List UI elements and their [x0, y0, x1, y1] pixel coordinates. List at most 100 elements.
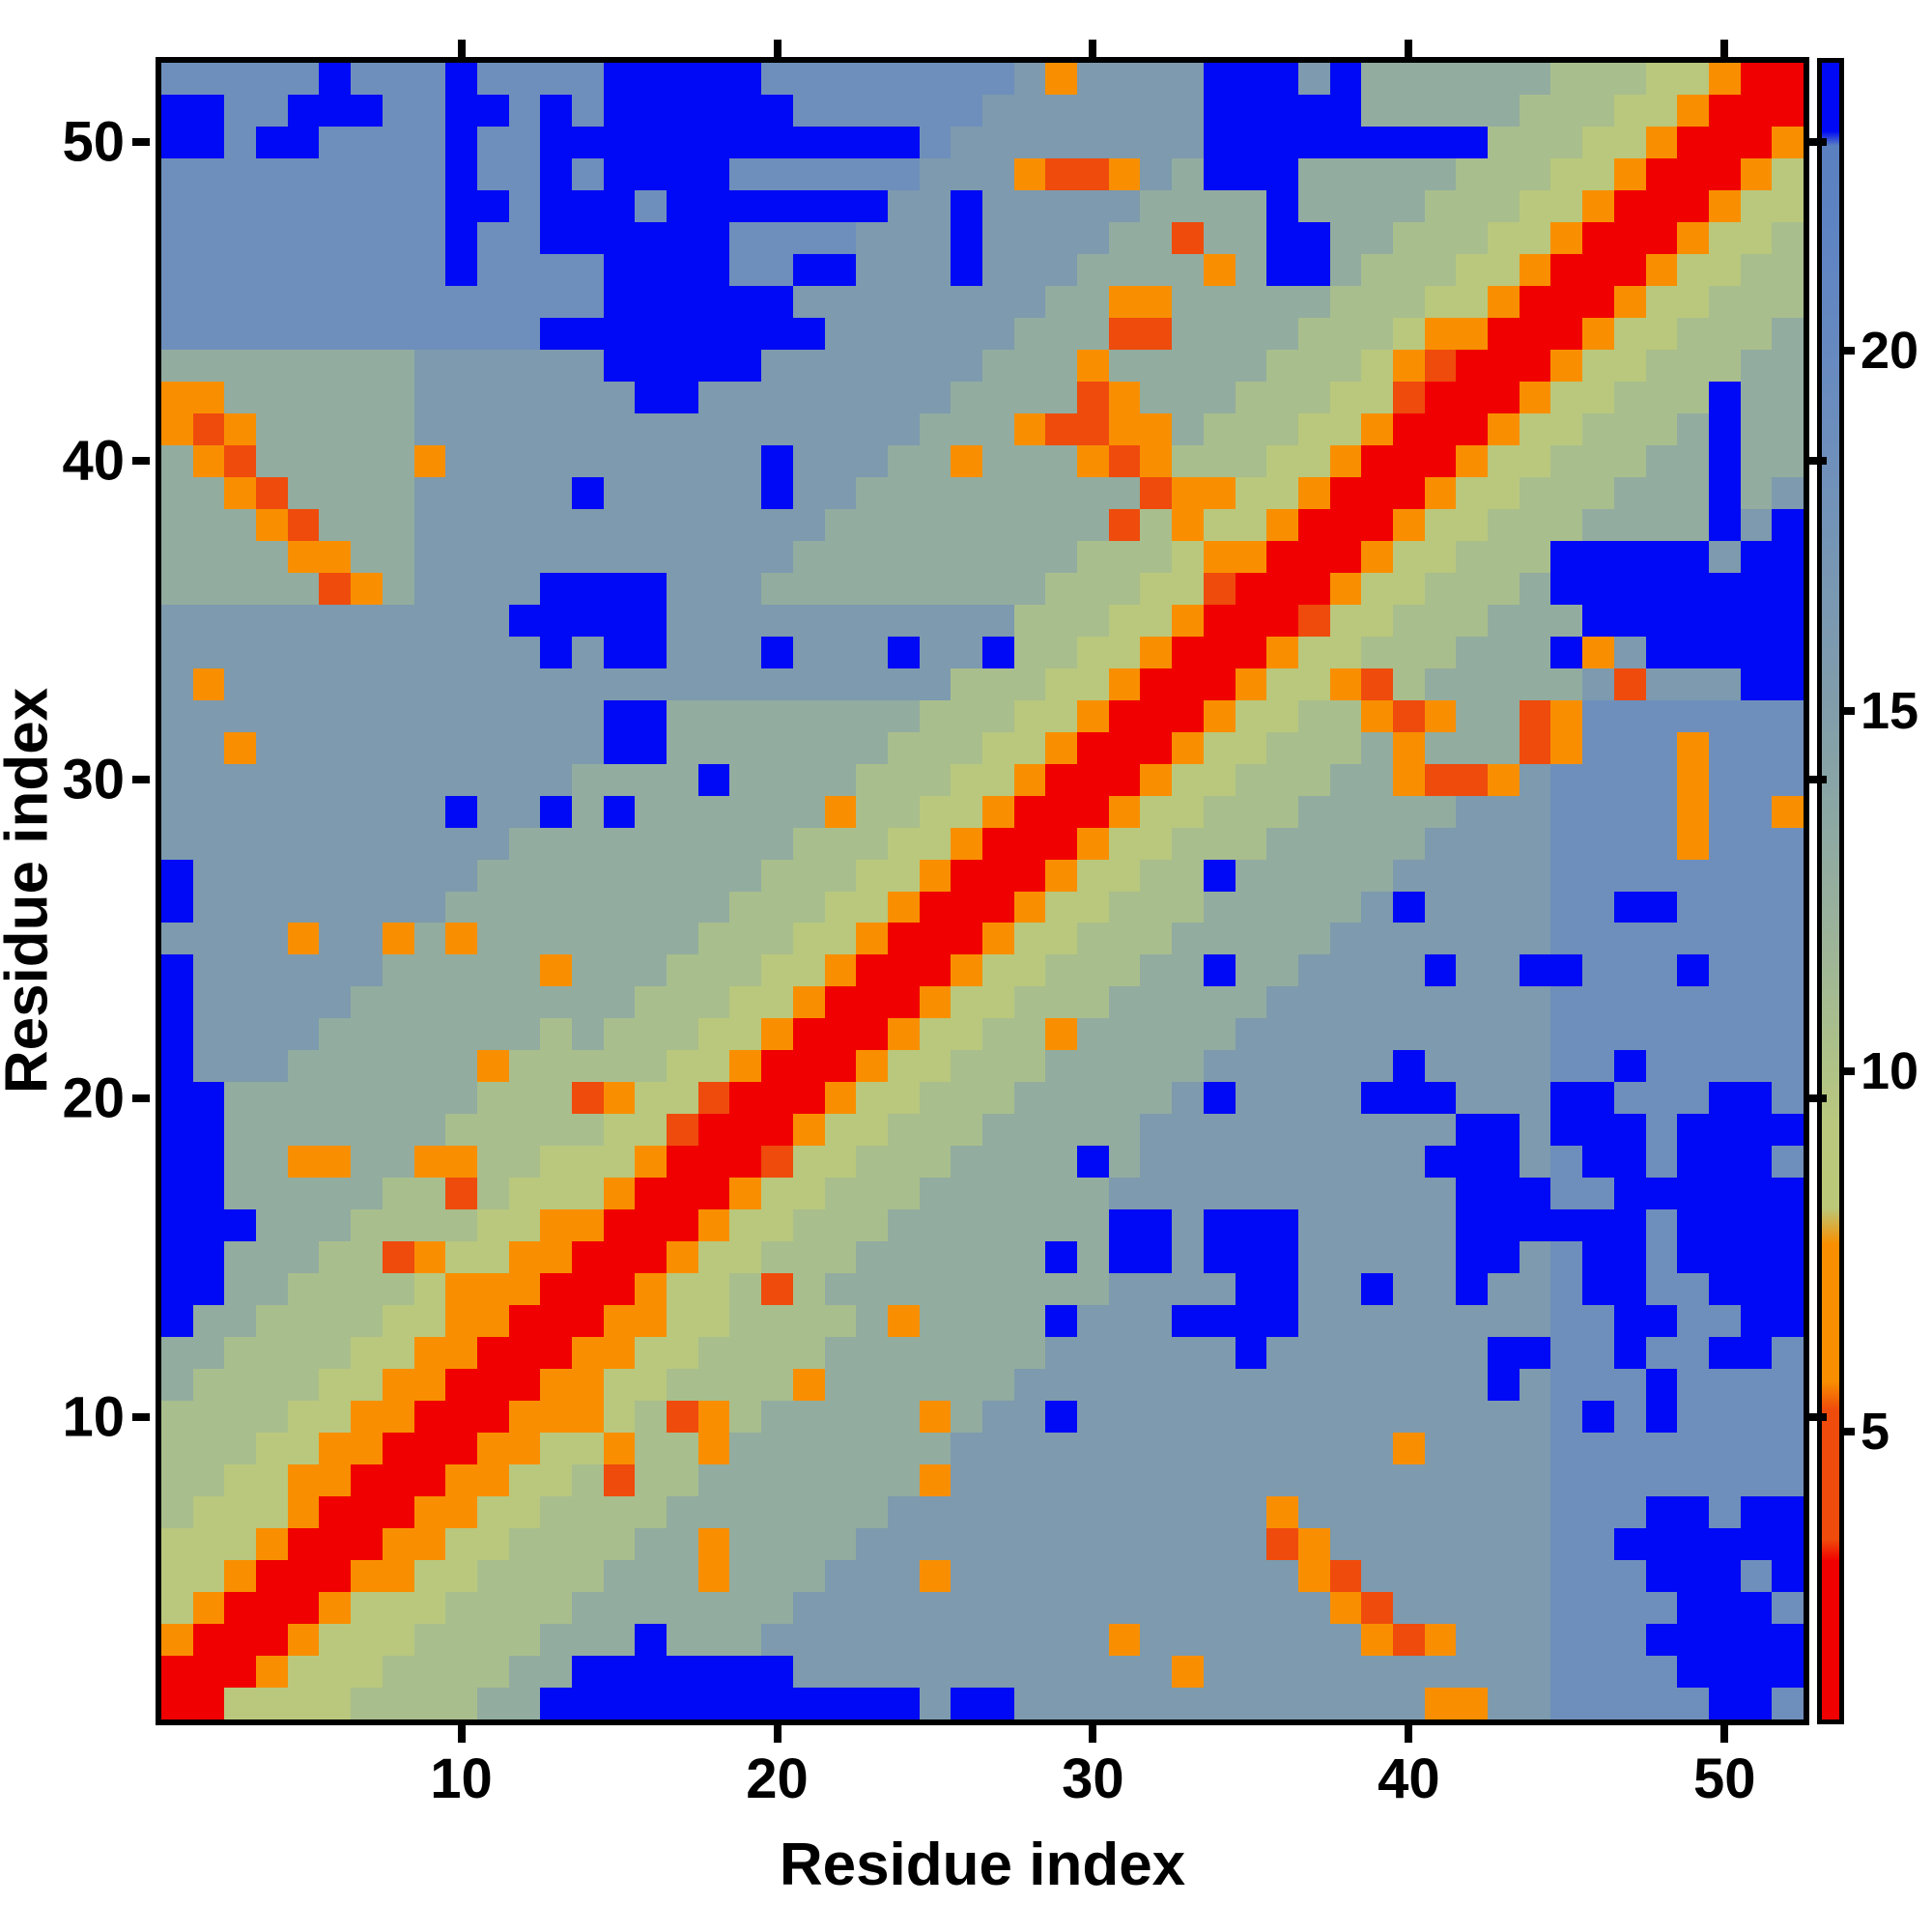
heatmap-cell: [761, 349, 793, 382]
heatmap-cell: [729, 1050, 762, 1083]
heatmap-cell: [1582, 1337, 1614, 1370]
heatmap-cell: [603, 1464, 636, 1497]
heatmap-cell: [1613, 763, 1646, 796]
heatmap-cell: [287, 1624, 320, 1657]
heatmap-cell: [508, 986, 541, 1019]
heatmap-cell: [1077, 604, 1109, 637]
heatmap-cell: [824, 508, 857, 541]
heatmap-cell: [919, 795, 952, 828]
heatmap-cell: [1108, 1496, 1141, 1529]
heatmap-cell: [1550, 253, 1583, 286]
heatmap-cell: [540, 795, 572, 828]
heatmap-cell: [919, 1241, 952, 1274]
heatmap-cell: [1329, 1273, 1362, 1306]
heatmap-cell: [635, 699, 668, 732]
heatmap-cell: [319, 827, 352, 860]
heatmap-cell: [161, 1560, 193, 1593]
heatmap-cell: [1108, 668, 1141, 700]
heatmap-cell: [224, 763, 257, 796]
heatmap-cell: [1077, 285, 1109, 318]
heatmap-cell: [792, 1369, 825, 1402]
heatmap-cell: [1740, 1241, 1773, 1274]
heatmap-cell: [1140, 508, 1173, 541]
heatmap-cell: [319, 795, 352, 828]
heatmap-cell: [603, 1656, 636, 1689]
heatmap-cell: [792, 444, 825, 477]
heatmap-cell: [667, 1624, 698, 1657]
heatmap-cell: [1772, 1018, 1804, 1051]
heatmap-cell: [1645, 795, 1678, 828]
heatmap-cell: [824, 636, 857, 668]
heatmap-cell: [540, 1273, 572, 1306]
heatmap-cell: [1456, 1560, 1489, 1593]
heatmap-cell: [224, 94, 257, 127]
heatmap-cell: [1613, 317, 1646, 350]
heatmap-cell: [1392, 1050, 1425, 1083]
heatmap-cell: [1266, 317, 1298, 350]
heatmap-cell: [981, 1209, 1014, 1242]
heatmap-cell: [256, 1305, 288, 1338]
heatmap-cell: [1424, 1114, 1457, 1147]
heatmap-cell: [824, 795, 857, 828]
heatmap-cell: [287, 827, 320, 860]
heatmap-cell: [224, 1082, 257, 1115]
heatmap-cell: [571, 572, 604, 605]
heatmap-cell: [1266, 1050, 1298, 1083]
heatmap-cell: [1108, 636, 1141, 668]
heatmap-cell: [1203, 604, 1236, 637]
heatmap-cell: [1677, 157, 1709, 190]
heatmap-cell: [1392, 189, 1425, 222]
heatmap-cell: [224, 349, 257, 382]
heatmap-cell: [1740, 1369, 1773, 1402]
heatmap-cell: [1645, 63, 1678, 95]
heatmap-cell: [1677, 1401, 1709, 1434]
heatmap-cell: [1550, 1273, 1583, 1306]
heatmap-cell: [1582, 253, 1614, 286]
heatmap-cell: [1488, 126, 1520, 158]
heatmap-cell: [1108, 1114, 1141, 1147]
heatmap-cell: [1740, 731, 1773, 764]
heatmap-cell: [413, 668, 446, 700]
heatmap-cell: [287, 604, 320, 637]
heatmap-cell: [445, 317, 477, 350]
heatmap-cell: [1013, 1464, 1046, 1497]
heatmap-cell: [856, 1273, 888, 1306]
heatmap-cell: [1424, 1273, 1457, 1306]
heatmap-cell: [476, 731, 509, 764]
heatmap-cell: [1172, 1305, 1204, 1338]
heatmap-cell: [508, 1018, 541, 1051]
heatmap-cell: [1361, 731, 1393, 764]
heatmap-cell: [1677, 1688, 1709, 1719]
heatmap-cell: [951, 1688, 982, 1719]
heatmap-cell: [1235, 317, 1267, 350]
heatmap-cell: [887, 1560, 920, 1593]
heatmap-cell: [351, 412, 383, 445]
heatmap-cell: [1645, 1401, 1678, 1434]
heatmap-cell: [1456, 1433, 1489, 1465]
heatmap-cell: [1235, 508, 1267, 541]
heatmap-cell: [951, 731, 982, 764]
heatmap-cell: [792, 1592, 825, 1625]
heatmap-cell: [1613, 1688, 1646, 1719]
heatmap-cell: [1329, 285, 1362, 318]
heatmap-cell: [981, 1528, 1014, 1561]
heatmap-cell: [571, 1018, 604, 1051]
heatmap-cell: [919, 126, 952, 158]
heatmap-cell: [1488, 668, 1520, 700]
heatmap-cell: [1456, 891, 1489, 923]
heatmap-cell: [697, 699, 730, 732]
heatmap-cell: [413, 1241, 446, 1274]
heatmap-cell: [1677, 827, 1709, 860]
heatmap-cell: [1361, 923, 1393, 955]
heatmap-cell: [856, 731, 888, 764]
heatmap-cell: [1329, 1592, 1362, 1625]
heatmap-cell: [540, 1082, 572, 1115]
heatmap-cell: [571, 731, 604, 764]
heatmap-cell: [287, 1496, 320, 1529]
heatmap-cell: [1740, 1688, 1773, 1719]
heatmap-cell: [382, 1624, 414, 1657]
heatmap-cell: [824, 157, 857, 190]
heatmap-cell: [729, 827, 762, 860]
y-right-tick-mark: [1809, 1412, 1827, 1421]
heatmap-cell: [1329, 923, 1362, 955]
